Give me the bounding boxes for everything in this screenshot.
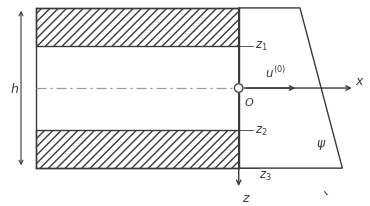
Circle shape [235, 84, 243, 93]
Text: $\psi$: $\psi$ [316, 137, 327, 151]
Text: $z_2$: $z_2$ [255, 124, 268, 137]
Text: $u^{(0)}$: $u^{(0)}$ [265, 65, 286, 81]
Text: O: O [244, 98, 253, 108]
Text: h: h [10, 82, 18, 95]
Text: $z_3$: $z_3$ [259, 169, 272, 182]
Polygon shape [36, 9, 239, 46]
Polygon shape [36, 131, 239, 168]
Text: $z_1$: $z_1$ [255, 40, 268, 53]
Text: z: z [242, 191, 249, 204]
Polygon shape [239, 9, 342, 168]
Text: x: x [356, 75, 363, 88]
